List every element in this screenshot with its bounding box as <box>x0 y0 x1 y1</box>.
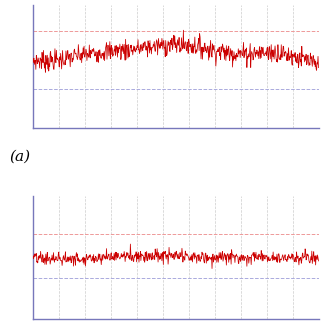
Text: (a): (a) <box>10 150 31 164</box>
